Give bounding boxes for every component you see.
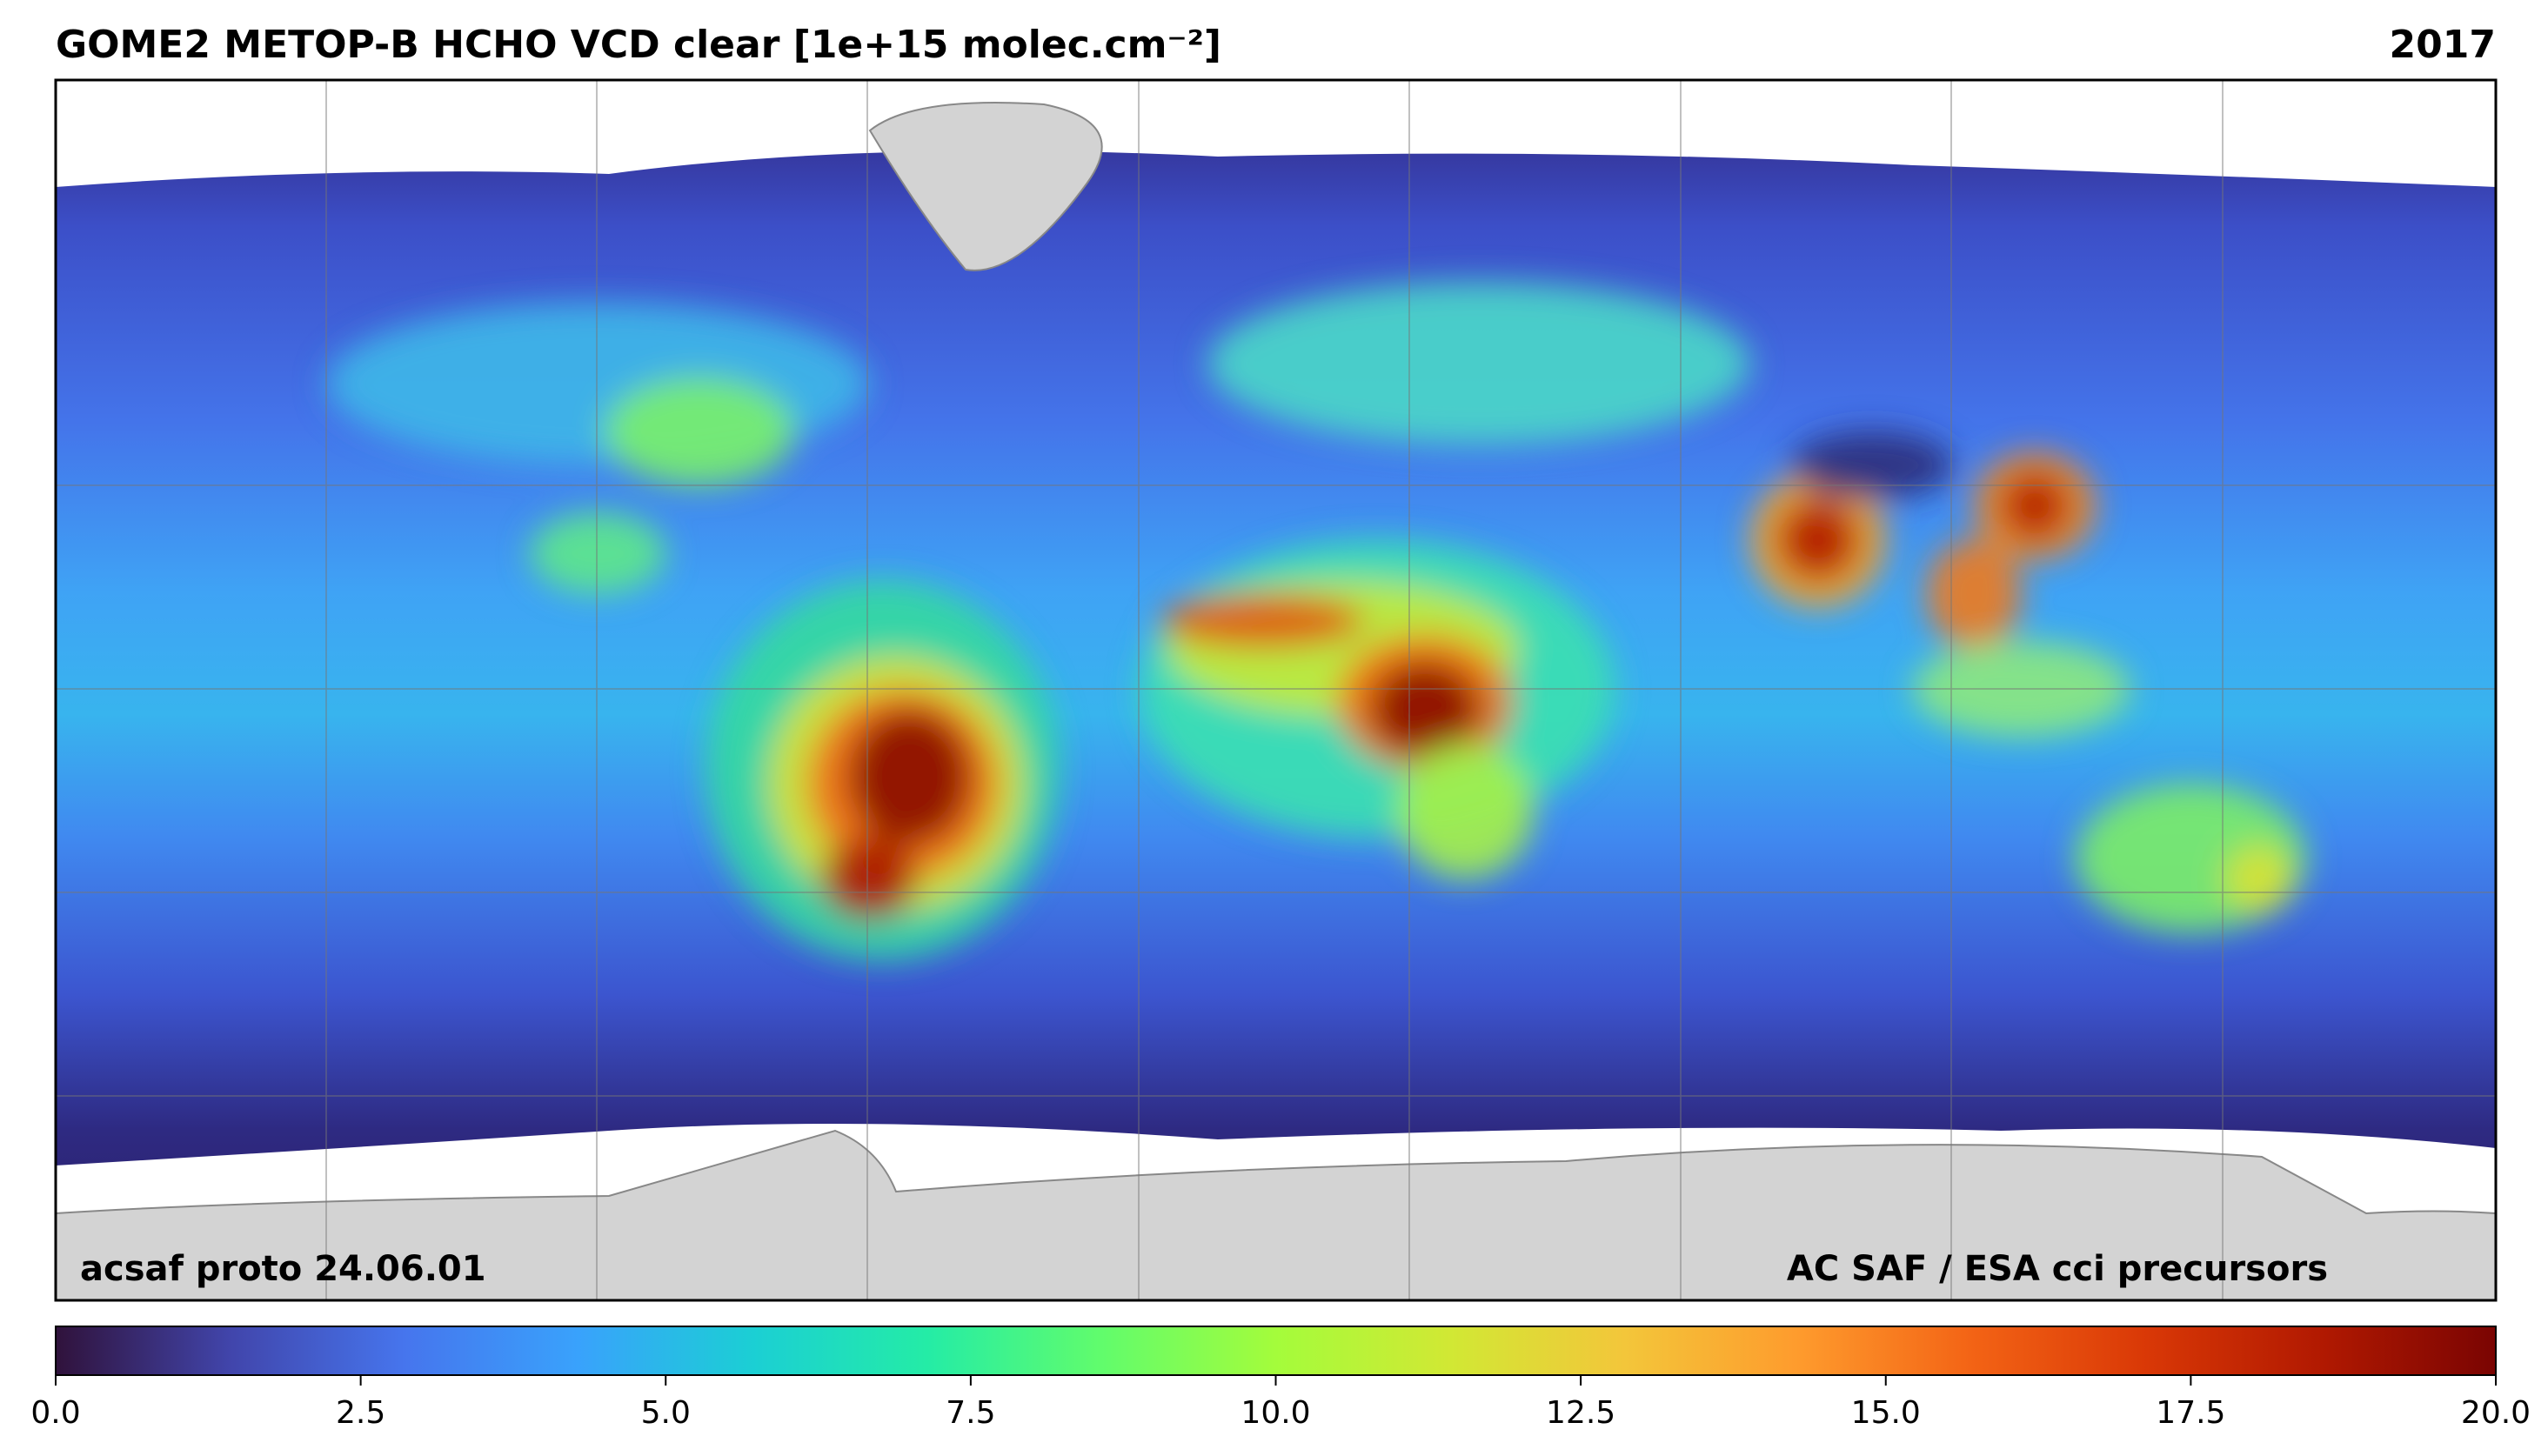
field-blob bbox=[605, 377, 795, 486]
title: GOME2 METOP-B HCHO VCD clear [1e+15 mole… bbox=[56, 23, 1221, 67]
no-data-north bbox=[56, 80, 2496, 187]
graticule bbox=[56, 80, 2496, 1300]
footer-left: acsaf proto 24.06.01 bbox=[80, 1249, 486, 1289]
field-blob bbox=[821, 838, 917, 919]
field-blob bbox=[848, 709, 971, 845]
tick-label: 20.0 bbox=[2461, 1395, 2531, 1431]
field-blob bbox=[1207, 282, 1750, 445]
tick-label: 5.0 bbox=[641, 1395, 691, 1431]
map-frame bbox=[54, 78, 2498, 1302]
field-blob bbox=[530, 512, 666, 594]
colorbar bbox=[55, 1326, 2497, 1376]
tick-label: 12.5 bbox=[1546, 1395, 1615, 1431]
tick-label: 10.0 bbox=[1241, 1395, 1310, 1431]
field-blob bbox=[1926, 539, 2022, 649]
footer-right: AC SAF / ESA cci precursors bbox=[1787, 1249, 2328, 1289]
map bbox=[56, 80, 2496, 1300]
field-blob bbox=[1160, 593, 1364, 649]
field-blob bbox=[1777, 498, 1859, 581]
field-blob bbox=[1397, 743, 1534, 879]
field-blob bbox=[1370, 661, 1480, 757]
tick-label: 17.5 bbox=[2156, 1395, 2225, 1431]
tick-label: 2.5 bbox=[336, 1395, 385, 1431]
field-blob bbox=[1790, 431, 1954, 499]
greenland bbox=[868, 102, 1103, 271]
tick-label: 7.5 bbox=[946, 1395, 995, 1431]
year: 2017 bbox=[2390, 23, 2496, 67]
tick-label: 15.0 bbox=[1851, 1395, 1921, 1431]
colorbar-ticks: 0.0 2.5 5.0 7.5 10.0 12.5 15.0 17.5 20.0 bbox=[30, 1375, 2531, 1431]
field-blob bbox=[2001, 471, 2070, 540]
field-blob bbox=[2224, 845, 2293, 913]
antarctica bbox=[56, 1129, 2496, 1300]
tick-label: 0.0 bbox=[30, 1395, 80, 1431]
